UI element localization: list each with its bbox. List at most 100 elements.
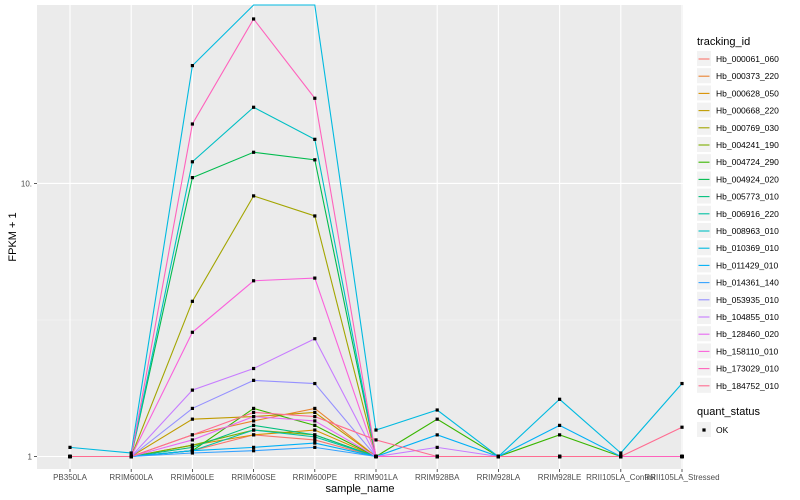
x-tick-label: RRIM600PE: [293, 473, 337, 482]
data-point: [313, 410, 317, 415]
data-point: [374, 428, 378, 432]
data-point: [496, 454, 500, 459]
data-point: [252, 406, 256, 411]
series-points: [68, 17, 684, 459]
data-point: [313, 381, 317, 386]
x-tick-label: RRIM600SE: [231, 473, 275, 482]
data-point: [313, 214, 317, 218]
data-point: [190, 176, 194, 180]
data-point: [252, 419, 256, 423]
legend-label: Hb_004724_290: [716, 157, 779, 167]
data-point: [313, 428, 317, 432]
legend-quant-status: quant_status OK: [697, 406, 760, 437]
data-point: [558, 397, 562, 401]
data-point: [252, 428, 256, 432]
data-point: [252, 414, 256, 419]
data-point: [68, 454, 72, 459]
x-axis: PB350LA RRIM600LA RRIM600LE RRIM600SE RRIM60…: [53, 469, 720, 482]
legend-title: quant_status: [697, 406, 760, 418]
data-point: [190, 406, 194, 411]
data-point: [680, 425, 684, 429]
data-point: [252, 366, 256, 371]
legend-label: Hb_173029_010: [716, 364, 779, 374]
data-point: [190, 445, 194, 449]
data-point: [435, 454, 439, 459]
data-point: [252, 279, 256, 283]
data-point: [680, 381, 684, 386]
data-point: [252, 194, 256, 198]
x-tick-label: RRII105LA_Control: [586, 473, 656, 482]
legend-label: OK: [716, 425, 729, 435]
data-point: [313, 158, 317, 162]
data-point: [435, 433, 439, 437]
legend-label: Hb_104855_010: [716, 312, 779, 322]
y-tick-label: 10.: [21, 179, 32, 188]
data-point: [190, 443, 194, 447]
x-tick-label: RRIM928LE: [538, 473, 582, 482]
data-point: [313, 137, 317, 141]
grid-major: [37, 5, 683, 469]
data-point: [313, 406, 317, 411]
legend-label: Hb_000628_050: [716, 88, 779, 98]
data-point: [680, 454, 684, 459]
x-axis-title: sample_name: [325, 483, 394, 495]
legend-label: Hb_000061_060: [716, 54, 779, 64]
legend-label: Hb_010369_010: [716, 243, 779, 253]
legend-label: Hb_014361_140: [716, 278, 779, 288]
data-point: [190, 63, 194, 68]
legend-label: Hb_004241_190: [716, 140, 779, 150]
data-point: [252, 378, 256, 382]
x-tick-label: RRIM901LA: [354, 473, 398, 482]
data-point: [558, 433, 562, 437]
data-point: [313, 96, 317, 100]
data-point: [435, 445, 439, 449]
data-point: [190, 417, 194, 421]
data-point: [190, 451, 194, 455]
data-point: [374, 438, 378, 442]
data-point: [190, 160, 194, 164]
legend-label: Hb_011429_010: [716, 260, 779, 270]
y-axis: 1 10.: [21, 179, 37, 462]
data-point: [619, 451, 623, 455]
legend-label: Hb_006916_220: [716, 209, 779, 219]
x-tick-label: RRIM928BA: [415, 473, 460, 482]
data-point: [435, 408, 439, 412]
data-point: [68, 445, 72, 449]
data-point: [374, 454, 378, 459]
data-point: [252, 105, 256, 109]
data-point: [435, 417, 439, 421]
data-point: [252, 410, 256, 415]
data-point: [129, 451, 133, 455]
data-point: [252, 423, 256, 427]
data-point: [619, 454, 623, 459]
data-point: [190, 433, 194, 437]
legend-label: Hb_000769_030: [716, 123, 779, 133]
legend-label: Hb_005773_010: [716, 192, 779, 202]
data-point: [190, 122, 194, 126]
legend-label: Hb_184752_010: [716, 381, 779, 391]
data-point: [252, 445, 256, 449]
data-point: [190, 330, 194, 334]
legend-title: tracking_id: [697, 36, 750, 48]
y-tick-label: 1: [28, 453, 33, 462]
data-point: [190, 388, 194, 392]
data-point: [558, 423, 562, 427]
legend-key-point: [702, 428, 706, 432]
legend-label: Hb_158110_010: [716, 346, 779, 356]
y-axis-title: FPKM + 1: [7, 212, 19, 261]
data-point: [252, 449, 256, 453]
legend-label: Hb_008963_010: [716, 226, 779, 236]
data-point: [252, 433, 256, 437]
legend-label: Hb_128460_020: [716, 329, 779, 339]
plot-panel: [37, 5, 683, 469]
data-point: [190, 438, 194, 442]
data-point: [252, 150, 256, 154]
x-tick-label: PB350LA: [53, 473, 87, 482]
data-point: [313, 445, 317, 449]
data-point: [313, 433, 317, 437]
data-point: [313, 438, 317, 442]
x-tick-label: RRII105LA_Stressed: [644, 473, 719, 482]
data-point: [313, 419, 317, 423]
data-point: [558, 454, 562, 459]
